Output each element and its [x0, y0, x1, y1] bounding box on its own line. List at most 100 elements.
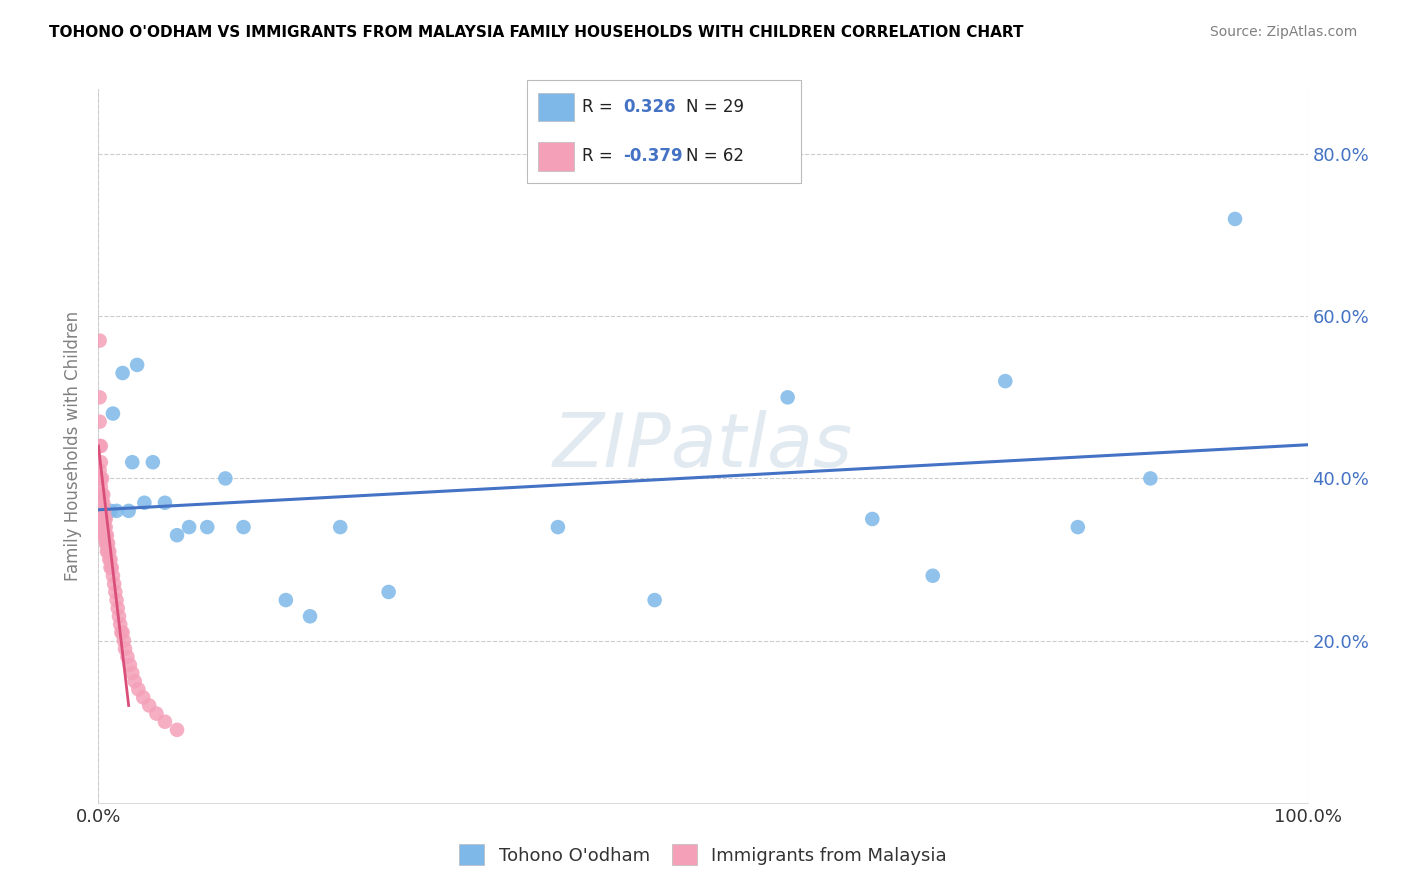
Point — [91, 496, 114, 510]
Point — [90, 479, 112, 493]
FancyBboxPatch shape — [538, 93, 574, 121]
Point — [104, 585, 127, 599]
Point — [103, 577, 125, 591]
Point — [91, 471, 114, 485]
FancyBboxPatch shape — [527, 80, 801, 183]
Point — [89, 463, 111, 477]
Point — [108, 609, 131, 624]
Point — [1067, 520, 1090, 534]
Point — [860, 512, 883, 526]
Point — [377, 585, 399, 599]
Point — [97, 536, 120, 550]
Point — [110, 625, 132, 640]
Point — [90, 488, 112, 502]
Point — [153, 496, 176, 510]
Point — [142, 455, 165, 469]
Point — [89, 439, 111, 453]
Point — [90, 439, 112, 453]
Point — [299, 609, 322, 624]
Point — [127, 682, 149, 697]
Point — [138, 698, 160, 713]
Point — [96, 544, 118, 558]
Text: R =: R = — [582, 147, 619, 165]
Point — [89, 334, 111, 348]
Point — [214, 471, 236, 485]
Point — [100, 504, 122, 518]
Point — [91, 488, 114, 502]
Point — [547, 520, 569, 534]
Point — [90, 504, 112, 518]
Point — [166, 723, 188, 737]
Point — [100, 560, 122, 574]
Text: 0.326: 0.326 — [623, 98, 676, 116]
Point — [101, 568, 124, 582]
Point — [644, 593, 666, 607]
Point — [124, 674, 146, 689]
Point — [91, 528, 114, 542]
Text: N = 29: N = 29 — [686, 98, 744, 116]
Point — [105, 593, 128, 607]
FancyBboxPatch shape — [538, 142, 574, 170]
Point — [94, 528, 117, 542]
Point — [111, 366, 134, 380]
Point — [121, 455, 143, 469]
Text: N = 62: N = 62 — [686, 147, 744, 165]
Point — [91, 512, 114, 526]
Point — [166, 528, 188, 542]
Point — [153, 714, 176, 729]
Point — [134, 496, 156, 510]
Point — [91, 504, 114, 518]
Point — [93, 520, 115, 534]
Point — [91, 496, 114, 510]
Point — [93, 512, 115, 526]
Point — [96, 528, 118, 542]
Point — [111, 625, 134, 640]
Point — [101, 407, 124, 421]
Point — [97, 544, 120, 558]
Text: TOHONO O'ODHAM VS IMMIGRANTS FROM MALAYSIA FAMILY HOUSEHOLDS WITH CHILDREN CORRE: TOHONO O'ODHAM VS IMMIGRANTS FROM MALAYS… — [49, 25, 1024, 40]
Point — [105, 504, 128, 518]
Point — [94, 536, 117, 550]
Point — [91, 520, 114, 534]
Y-axis label: Family Households with Children: Family Households with Children — [65, 311, 83, 581]
Point — [89, 390, 111, 404]
Point — [921, 568, 943, 582]
Point — [100, 552, 122, 566]
Point — [1223, 211, 1246, 226]
Point — [114, 641, 136, 656]
Point — [776, 390, 799, 404]
Point — [90, 471, 112, 485]
Point — [91, 520, 114, 534]
Point — [93, 504, 115, 518]
Point — [274, 593, 297, 607]
Point — [93, 512, 115, 526]
Text: Source: ZipAtlas.com: Source: ZipAtlas.com — [1209, 25, 1357, 39]
Point — [127, 358, 149, 372]
Point — [98, 544, 121, 558]
Point — [107, 601, 129, 615]
Point — [108, 617, 131, 632]
Text: R =: R = — [582, 98, 619, 116]
Point — [117, 649, 139, 664]
Point — [98, 552, 121, 566]
Point — [89, 415, 111, 429]
Point — [94, 512, 117, 526]
Text: ZIPatlas: ZIPatlas — [553, 410, 853, 482]
Point — [112, 633, 135, 648]
Legend: Tohono O'odham, Immigrants from Malaysia: Tohono O'odham, Immigrants from Malaysia — [451, 837, 955, 872]
Point — [994, 374, 1017, 388]
Point — [91, 512, 114, 526]
Point — [145, 706, 167, 721]
Point — [232, 520, 254, 534]
Point — [94, 520, 117, 534]
Text: -0.379: -0.379 — [623, 147, 683, 165]
Point — [100, 560, 122, 574]
Point — [96, 536, 118, 550]
Point — [93, 528, 115, 542]
Point — [90, 455, 112, 469]
Point — [121, 666, 143, 681]
Point — [1139, 471, 1161, 485]
Point — [132, 690, 155, 705]
Point — [329, 520, 352, 534]
Point — [90, 512, 112, 526]
